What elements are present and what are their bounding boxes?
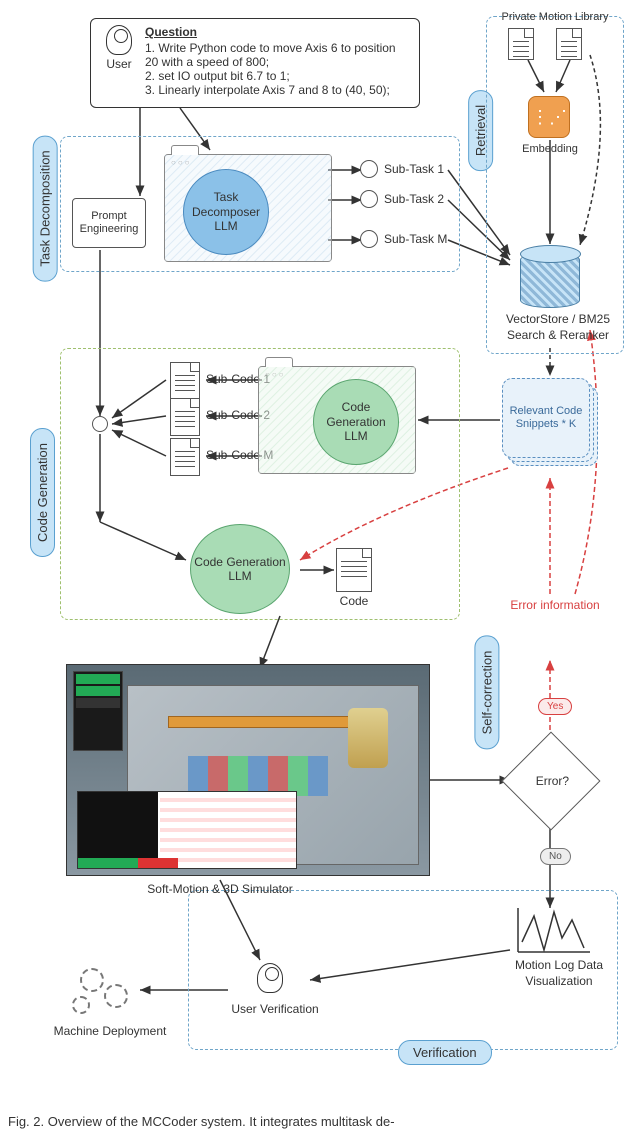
- code-output-icon: [336, 548, 372, 592]
- code-generation-folder: ○○○ Code Generation LLM: [258, 366, 416, 474]
- subtask-m: Sub-Task M: [360, 230, 447, 248]
- codegen-merge-node: [92, 416, 108, 432]
- prompt-engineering: Prompt Engineering: [72, 198, 146, 248]
- user-label: User: [106, 57, 131, 71]
- subcode-1-icon: [170, 362, 200, 400]
- question-header: Question: [145, 25, 411, 39]
- machine-deployment-label: Machine Deployment: [50, 1024, 170, 1040]
- simulator-label: Soft-Motion & 3D Simulator: [120, 882, 320, 898]
- private-library-label: Private Motion Library: [490, 10, 620, 24]
- error-info-label: Error information: [510, 598, 600, 614]
- task-decomposer-folder: ○○○ Task Decomposer LLM: [164, 154, 332, 262]
- embedding-icon: ⋮⋰: [528, 96, 570, 138]
- gear-icon-3: [72, 996, 90, 1014]
- error-yes-pill: Yes: [538, 698, 572, 715]
- vectorstore-icon: [520, 252, 580, 308]
- user-verification-icon: [250, 958, 290, 998]
- subcode-2-icon: [170, 398, 200, 436]
- user-icon: [106, 25, 132, 55]
- code-generation-llm-2: Code Generation LLM: [190, 524, 290, 614]
- relevant-snippets: Relevant Code Snippets * K: [502, 378, 598, 468]
- subtask-2: Sub-Task 2: [360, 190, 444, 208]
- user-verification-label: User Verification: [230, 1002, 320, 1018]
- question-line-3: 2. set IO output bit 6.7 to 1;: [145, 69, 411, 83]
- figure-caption: Fig. 2. Overview of the MCCoder system. …: [8, 1114, 632, 1129]
- library-doc-2-icon: [556, 28, 582, 60]
- stage-self-correction: Self-correction: [474, 636, 499, 750]
- stage-task-decomp: Task Decomposition: [33, 135, 58, 281]
- embedding-label: Embedding: [510, 142, 590, 156]
- gear-icon-1: [80, 968, 104, 992]
- gear-icon-2: [104, 984, 128, 1008]
- subcode-m-icon: [170, 438, 200, 476]
- question-line-4: 3. Linearly interpolate Axis 7 and 8 to …: [145, 83, 411, 97]
- motion-log-label: Motion Log Data Visualization: [504, 958, 614, 989]
- subtask-1: Sub-Task 1: [360, 160, 444, 178]
- code-output-label: Code: [332, 594, 376, 610]
- error-no-pill: No: [540, 848, 571, 865]
- question-box: User Question 1. Write Python code to mo…: [90, 18, 420, 108]
- stage-code-gen: Code Generation: [30, 428, 55, 557]
- question-line-2: 20 with a speed of 800;: [145, 55, 411, 69]
- question-line-1: 1. Write Python code to move Axis 6 to p…: [145, 41, 411, 55]
- code-generation-llm-1: Code Generation LLM: [313, 379, 399, 465]
- error-decision: Error?: [502, 732, 601, 831]
- simulator-screenshot: [66, 664, 430, 876]
- stage-verification: Verification: [398, 1040, 492, 1065]
- vectorstore-label: VectorStore / BM25 Search & Reranker: [498, 312, 618, 343]
- library-doc-1-icon: [508, 28, 534, 60]
- task-decomposer-llm: Task Decomposer LLM: [183, 169, 269, 255]
